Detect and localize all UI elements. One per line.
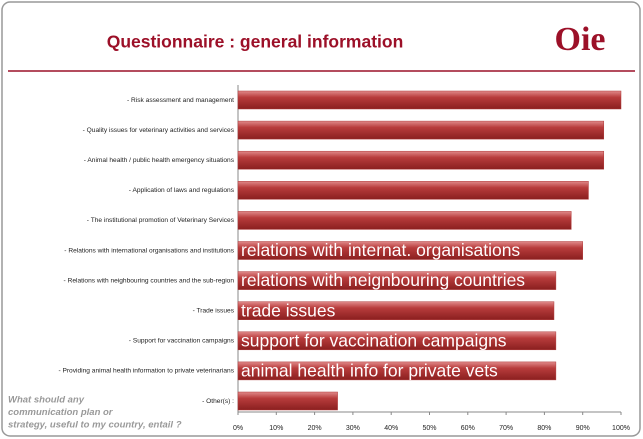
x-tick-label: 30% [346,425,360,432]
bar [237,211,572,230]
logo: Oie [555,21,606,58]
y-tick-label: - Support for vaccination campaigns [129,338,235,345]
y-tick-label: - Trade issues [193,307,235,314]
annotation-overlay: relations with neignbouring countries [241,270,525,290]
x-tick-label: 60% [461,425,475,432]
bar [237,391,338,411]
x-tick-label: 20% [308,425,322,432]
annotation: relations with internat. organisations [241,240,520,260]
x-tick-label: 40% [384,425,398,432]
x-tick-label: 80% [537,425,551,432]
x-tick-label: 70% [499,425,513,432]
bar [237,181,589,200]
x-tick-label: 50% [422,425,436,432]
bar [237,301,555,320]
bar [237,331,557,351]
bar [237,361,557,381]
annotation: trade issues [241,300,336,320]
x-tick-label: 10% [269,425,283,432]
question-note: communication plan or [8,407,114,418]
slide-title: Questionnaire : general information [107,32,404,52]
annotation: animal health info for private vets [241,361,498,381]
y-tick-label: - Quality issues for veterinary activiti… [83,127,235,134]
question-note: strategy, useful to my country, entail ? [8,420,182,431]
annotation-overlay: animal health info for private vets [241,361,498,381]
y-tick-label: - Risk assessment and management [127,97,234,104]
x-tick-label: 0% [233,425,243,432]
y-tick-label: - Other(s) : [202,398,234,405]
bar [237,271,557,290]
y-tick-label: - Providing animal health information to… [58,368,234,375]
y-tick-label: - Animal health / public health emergenc… [84,157,235,164]
annotation-overlay: trade issues [241,300,336,320]
annotation-overlay: support for vaccination campaigns [241,330,507,350]
x-tick-label: 90% [576,425,590,432]
y-tick-label: - Relations with international organisat… [64,247,234,254]
y-tick-label: - The institutional promotion of Veterin… [87,217,235,224]
bar [237,90,622,110]
annotation-overlay: relations with internat. organisations [241,240,520,260]
y-tick-label: - Application of laws and regulations [129,187,235,194]
x-tick-label: 100% [612,425,630,432]
y-tick-label: - Relations with neighbouring countries … [64,277,235,284]
bar [237,120,605,140]
bar [237,150,605,170]
bar [237,241,583,260]
question-note: What should any [8,395,85,406]
annotation: support for vaccination campaigns [241,330,507,350]
annotation: relations with neignbouring countries [241,270,525,290]
